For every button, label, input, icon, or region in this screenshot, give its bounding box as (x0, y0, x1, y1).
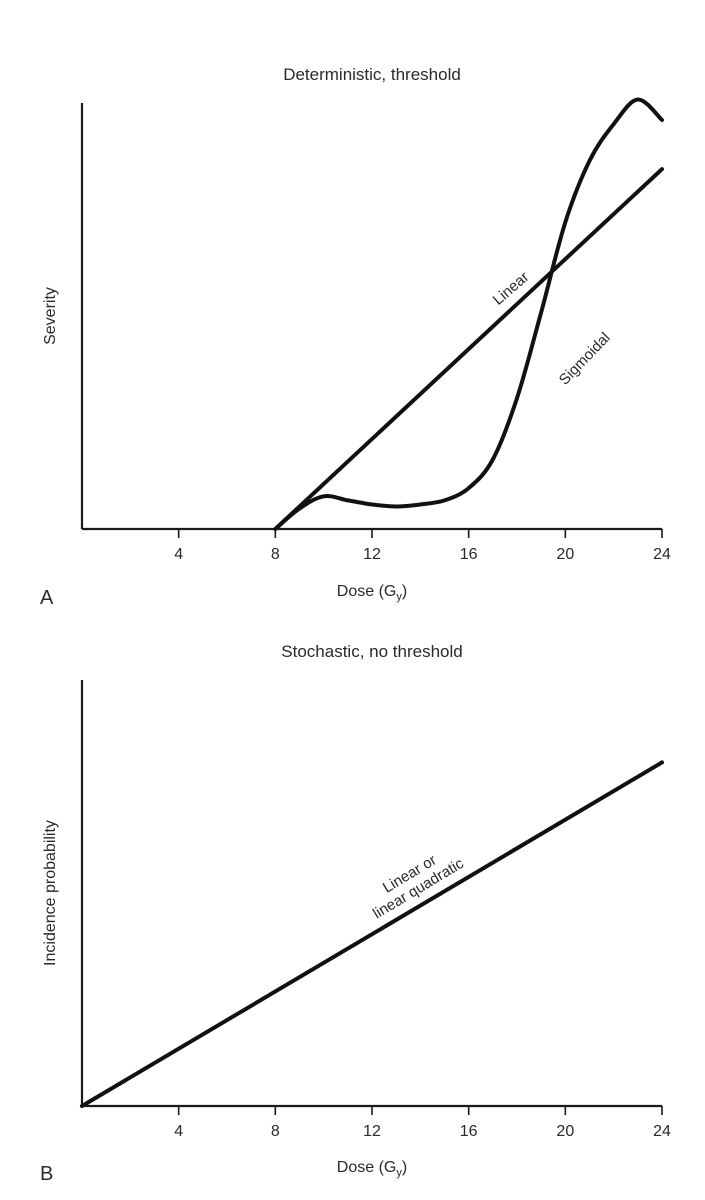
panel-a-y-label: Severity (42, 287, 59, 345)
panel-b-x-tick-label: 20 (556, 1123, 574, 1140)
panel-a-x-tick-label: 12 (363, 546, 381, 563)
panel-a-x-tick-label: 20 (556, 546, 574, 563)
panel-a-x-tick-label: 4 (174, 546, 183, 563)
panel-a-title: Deterministic, threshold (283, 65, 461, 84)
panel-a-linear-label: Linear (490, 269, 533, 309)
panel-b-x-label: Dose (Gy) (337, 1159, 407, 1179)
panel-a-x-tick-label: 16 (460, 546, 478, 563)
panel-b-y-label: Incidence probability (42, 820, 59, 966)
panel-b-title: Stochastic, no threshold (281, 642, 462, 661)
panel-a-x-ticks: 4 8 12 16 20 24 (174, 529, 671, 563)
panel-b-x-tick-label: 24 (653, 1123, 671, 1140)
panel-b-x-tick-label: 4 (174, 1123, 183, 1140)
panel-b-linear-curve (80, 760, 664, 1108)
panel-a-x-tick-label: 24 (653, 546, 671, 563)
panel-a-x-tick-label: 8 (271, 546, 280, 563)
panel-b: Stochastic, no threshold 4 8 12 16 20 24 Inci… (40, 642, 671, 1185)
panel-a-letter: A (40, 587, 54, 609)
panel-b-x-tick-label: 12 (363, 1123, 381, 1140)
panel-a: Deterministic, threshold 4 8 12 16 20 24 Seve… (40, 65, 671, 609)
panel-b-letter: B (40, 1163, 53, 1185)
panel-b-x-tick-label: 8 (271, 1123, 280, 1140)
panel-b-x-tick-label: 16 (460, 1123, 478, 1140)
panel-a-sigmoidal-label: Sigmoidal (556, 329, 614, 388)
panel-a-x-label: Dose (Gy) (337, 583, 407, 603)
panel-a-linear-curve (273, 167, 664, 531)
panel-a-sigmoidal-curve (273, 97, 664, 531)
panel-b-x-ticks: 4 8 12 16 20 24 (174, 1106, 671, 1140)
